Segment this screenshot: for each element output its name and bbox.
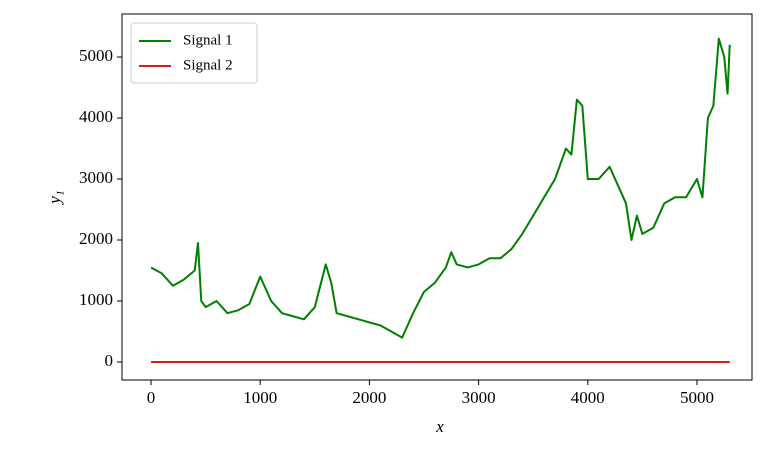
- legend-box: [130, 22, 258, 84]
- x-tick-label: 5000: [680, 388, 714, 407]
- y-axis-label: y₁: [45, 190, 64, 205]
- y-tick-label: 0: [105, 351, 114, 370]
- legend-label: Signal 2: [183, 57, 233, 73]
- y-tick-label: 5000: [79, 46, 113, 65]
- line-series: [150, 37, 731, 339]
- x-axis-label: x: [435, 417, 444, 436]
- x-tick-label: 1000: [243, 388, 277, 407]
- legend-label: Signal 1: [183, 32, 233, 48]
- x-tick-label: 0: [147, 388, 156, 407]
- plot-frame: [121, 13, 753, 381]
- x-tick-label: 4000: [571, 388, 605, 407]
- x-tick-label: 2000: [352, 388, 386, 407]
- y-tick-label: 4000: [79, 107, 113, 126]
- y-tick-label: 3000: [79, 168, 113, 187]
- x-tick-label: 3000: [462, 388, 496, 407]
- y-tick-label: 1000: [79, 290, 113, 309]
- y-tick-label: 2000: [79, 229, 113, 248]
